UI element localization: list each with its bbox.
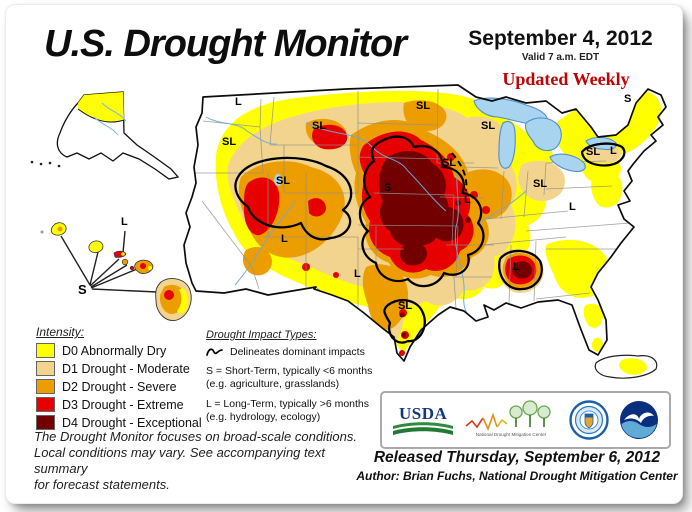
- note-line-2: Local conditions may vary. See accompany…: [34, 444, 325, 476]
- impact-label-sl: SL: [586, 146, 600, 158]
- legend-swatch-d3: [36, 397, 55, 412]
- released-date: Released Thursday, September 6, 2012: [373, 449, 661, 466]
- impact-label-sl: SL: [398, 300, 412, 312]
- legend-label-d2: D2 Drought - Severe: [62, 379, 177, 394]
- long-term-note: L = Long-Term, typically >6 months (e.g.…: [206, 398, 391, 424]
- impact-label-l: L: [464, 194, 471, 206]
- disclaimer-note: The Drought Monitor focuses on broad-sca…: [34, 429, 364, 492]
- author-credit: Author: Brian Fuchs, National Drought Mi…: [356, 469, 678, 483]
- impact-label-sl: SL: [481, 120, 495, 132]
- legend-items: D0 Abnormally Dry D1 Drought - Moderate D2…: [36, 343, 202, 430]
- usda-logo-swoosh: [393, 421, 454, 435]
- intensity-legend: Intensity: D0 Abnormally Dry D1 Drought -…: [36, 325, 202, 433]
- conus-outline: [183, 84, 667, 362]
- impact-label-sl: SL: [416, 100, 430, 112]
- release-block: Released Thursday, September 6, 2012 Aut…: [342, 449, 682, 483]
- squiggle-icon: [206, 348, 223, 356]
- ndmc-logo-art: National Drought Mitigation Center: [465, 400, 552, 437]
- alaska-inset: [30, 91, 180, 180]
- note-line-3: for forecast statements.: [34, 476, 170, 492]
- legend-label-d0: D0 Abnormally Dry: [62, 343, 167, 358]
- legend-item-d0: D0 Abnormally Dry: [36, 343, 201, 358]
- impact-label-sl: SL: [533, 178, 547, 190]
- legend-heading: Intensity:: [36, 325, 85, 339]
- puerto-rico-inset: [594, 354, 658, 379]
- date-block: September 4, 2012 Valid 7 a.m. EDT: [458, 27, 663, 63]
- impact-delineation-curves: [234, 135, 626, 344]
- long-term-line1: L = Long-Term, typically >6 months: [206, 398, 370, 411]
- hawaii-inset: [40, 222, 192, 321]
- impact-label-sl: SL: [276, 175, 290, 187]
- legend-item-d1: D1 Drought - Moderate: [36, 361, 201, 376]
- long-term-line2: (e.g. hydrology, ecology): [206, 411, 321, 424]
- legend-swatch-d4: [36, 415, 55, 430]
- impact-heading: Drought Impact Types:: [206, 329, 317, 341]
- usda-logo: USDA: [392, 405, 454, 436]
- page-title: U.S. Drought Monitor: [44, 23, 407, 65]
- impact-label-l: L: [235, 96, 242, 108]
- legend-swatch-d1: [36, 361, 55, 376]
- legend-label-d1: D1 Drought - Moderate: [62, 361, 190, 376]
- valid-time: Valid 7 a.m. EDT: [521, 52, 600, 63]
- map-date: September 4, 2012: [468, 27, 653, 50]
- updated-weekly-note: Updated Weekly: [502, 69, 630, 89]
- delineation-label: Delineates dominant impacts: [230, 346, 365, 358]
- short-term-line1: S = Short-Term, typically <6 months: [206, 365, 373, 377]
- noaa-logo: [619, 401, 658, 439]
- impact-label-sl: SL: [312, 120, 326, 132]
- drought-monitor-card: L SL SL SL SL L S SL SL L SL L SL L S L SL L S L U.S. Droug…: [5, 4, 683, 504]
- impact-label-l: L: [354, 268, 361, 280]
- commerce-seal-logo: [568, 400, 609, 440]
- ndmc-logo-text: National Drought Mitigation Center: [476, 432, 547, 437]
- impact-label-l: L: [610, 145, 617, 157]
- legend-label-d4: D4 Drought - Exceptional: [62, 415, 202, 430]
- impact-label-l: L: [569, 201, 576, 213]
- short-term-note: S = Short-Term, typically <6 months (e.g…: [206, 365, 391, 391]
- note-line-1: The Drought Monitor focuses on broad-sca…: [34, 429, 358, 444]
- legend-item-d3: D3 Drought - Extreme: [36, 397, 201, 412]
- legend-swatch-d2: [36, 379, 55, 394]
- impact-label-sl: SL: [222, 136, 236, 148]
- agency-logos-box: USDA National Drought Mitigation Center: [380, 391, 671, 449]
- delineation-row: Delineates dominant impacts: [206, 346, 391, 358]
- usda-logo-text: USDA: [399, 403, 448, 423]
- legend-item-d2: D2 Drought - Severe: [36, 379, 201, 394]
- ndmc-logo: National Drought Mitigation Center: [464, 400, 558, 440]
- legend-label-d3: D3 Drought - Extreme: [62, 397, 184, 412]
- impact-label-l: L: [513, 261, 520, 273]
- impact-label-s: S: [624, 93, 631, 105]
- impact-label-l: L: [121, 216, 128, 228]
- impact-label-s: S: [78, 282, 87, 297]
- legend-item-d4: D4 Drought - Exceptional: [36, 415, 202, 430]
- impact-types-legend: Drought Impact Types: Delineates dominan…: [206, 329, 391, 425]
- legend-swatch-d0: [36, 343, 55, 358]
- impact-label-s: S: [384, 182, 391, 194]
- impact-label-l: L: [281, 233, 288, 245]
- impact-label-sl: SL: [442, 157, 456, 169]
- short-term-line2: (e.g. agriculture, grasslands): [206, 378, 340, 391]
